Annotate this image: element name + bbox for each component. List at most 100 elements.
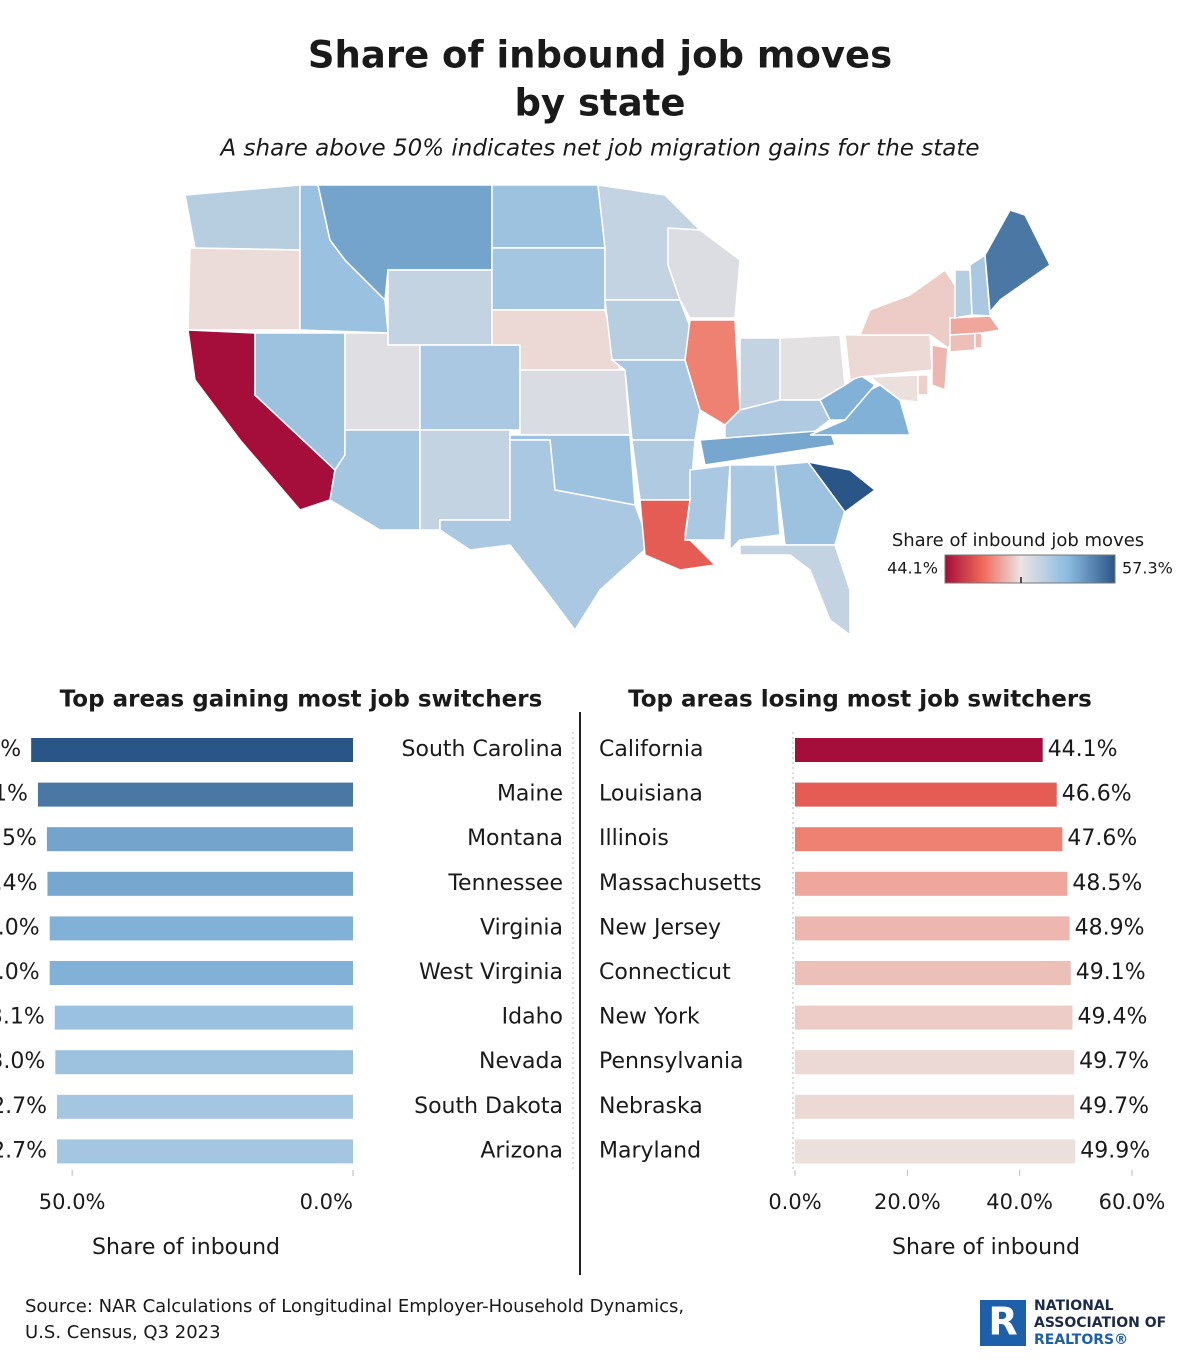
state	[439, 439, 651, 632]
bar	[57, 1139, 353, 1164]
category-label: Louisiana	[599, 782, 703, 807]
panel-title: Top areas losing most job switchers	[628, 687, 1092, 713]
value-label: 49.9%	[1080, 1138, 1150, 1163]
state	[604, 299, 696, 361]
value-label: 54.5%	[0, 826, 37, 851]
source: Source: NAR Calculations of Longitudinal…	[25, 1296, 684, 1317]
state	[699, 429, 836, 466]
bar	[37, 782, 353, 807]
state	[844, 334, 933, 381]
x-tick-label: 40.0%	[986, 1190, 1053, 1214]
value-label: 49.4%	[1077, 1005, 1147, 1030]
value-label: 54.0%	[0, 960, 40, 985]
colorbar	[944, 554, 1116, 584]
logo-text: ASSOCIATION OF	[1034, 1315, 1166, 1331]
state	[774, 461, 846, 546]
value-label: 54.4%	[0, 871, 37, 896]
category-label: South Dakota	[414, 1094, 563, 1119]
value-label: 53.1%	[0, 1005, 45, 1030]
category-label: Montana	[467, 826, 563, 851]
bar	[49, 916, 353, 941]
value-label: 48.5%	[1072, 871, 1142, 896]
bar	[795, 1050, 1075, 1075]
logo-box	[980, 1300, 1026, 1346]
state	[806, 460, 877, 514]
logo-text: NATIONAL	[1034, 1298, 1114, 1314]
bar	[795, 738, 1043, 762]
x-tick-label: 0.0%	[300, 1190, 353, 1214]
value-label: 54.0%	[0, 915, 40, 940]
bar	[57, 1094, 353, 1119]
state	[739, 337, 781, 411]
category-label: California	[599, 737, 703, 762]
state	[667, 227, 741, 319]
category-label: Tennessee	[447, 871, 563, 896]
category-label: Connecticut	[599, 960, 731, 985]
state	[491, 184, 606, 249]
title: by state	[515, 82, 686, 125]
category-label: Massachusetts	[599, 871, 762, 896]
category-label: New York	[599, 1005, 700, 1030]
category-label: Virginia	[480, 915, 563, 940]
value-label: 52.7%	[0, 1094, 47, 1119]
state	[419, 429, 511, 531]
bar	[795, 871, 1068, 896]
category-label: Maine	[497, 782, 563, 807]
x-tick-label: 0.0%	[768, 1190, 821, 1214]
category-label: West Virginia	[419, 960, 563, 985]
value-label: 47.6%	[1067, 826, 1137, 851]
category-label: Nebraska	[599, 1094, 703, 1119]
bar	[54, 1005, 353, 1030]
value-label: 53.0%	[0, 1049, 45, 1074]
state	[974, 332, 983, 349]
category-label: Arizona	[480, 1138, 563, 1163]
state	[631, 439, 696, 501]
state	[184, 184, 301, 251]
state	[387, 269, 493, 346]
logo-mark: R	[988, 1300, 1017, 1344]
title: Share of inbound job moves	[308, 34, 892, 77]
panel-title: Top areas gaining most job switchers	[60, 687, 543, 713]
bar	[795, 827, 1063, 852]
state	[984, 209, 1051, 314]
colorbar-label: 57.3%	[1122, 559, 1173, 578]
bar	[795, 782, 1057, 807]
category-label: Pennsylvania	[599, 1049, 744, 1074]
category-label: Maryland	[599, 1138, 701, 1163]
state	[969, 253, 991, 317]
bar	[795, 961, 1071, 985]
bar	[795, 916, 1070, 941]
value-label: 46.6%	[1062, 782, 1132, 807]
state	[684, 464, 731, 541]
state	[954, 269, 973, 319]
bar	[49, 961, 353, 985]
x-tick-label: 20.0%	[874, 1190, 941, 1214]
category-label: New Jersey	[599, 915, 721, 940]
bar	[795, 1005, 1073, 1030]
colorbar-label: 44.1%	[887, 559, 938, 578]
state	[949, 332, 976, 353]
bar	[795, 1094, 1075, 1119]
bar	[31, 738, 353, 762]
category-label: South Carolina	[402, 737, 563, 762]
state	[949, 315, 1002, 336]
x-axis-label: Share of inbound	[92, 1235, 280, 1260]
category-label: Idaho	[502, 1005, 563, 1030]
x-axis-label: Share of inbound	[892, 1235, 1080, 1260]
state	[739, 544, 851, 637]
colorbar-title: Share of inbound job moves	[892, 530, 1144, 551]
state	[819, 374, 877, 421]
state	[917, 374, 929, 396]
subtitle: A share above 50% indicates net job migr…	[219, 136, 980, 162]
value-label: 49.7%	[1079, 1094, 1149, 1119]
state	[187, 247, 301, 331]
value-label: 52.7%	[0, 1138, 47, 1163]
value-label: 49.1%	[1076, 960, 1146, 985]
logo-text: REALTORS®	[1034, 1332, 1128, 1348]
source: U.S. Census, Q3 2023	[25, 1322, 221, 1343]
value-label: 49.7%	[1079, 1049, 1149, 1074]
value-label: 57.3%	[0, 737, 21, 762]
value-label: 56.1%	[0, 782, 28, 807]
map	[184, 184, 1051, 637]
